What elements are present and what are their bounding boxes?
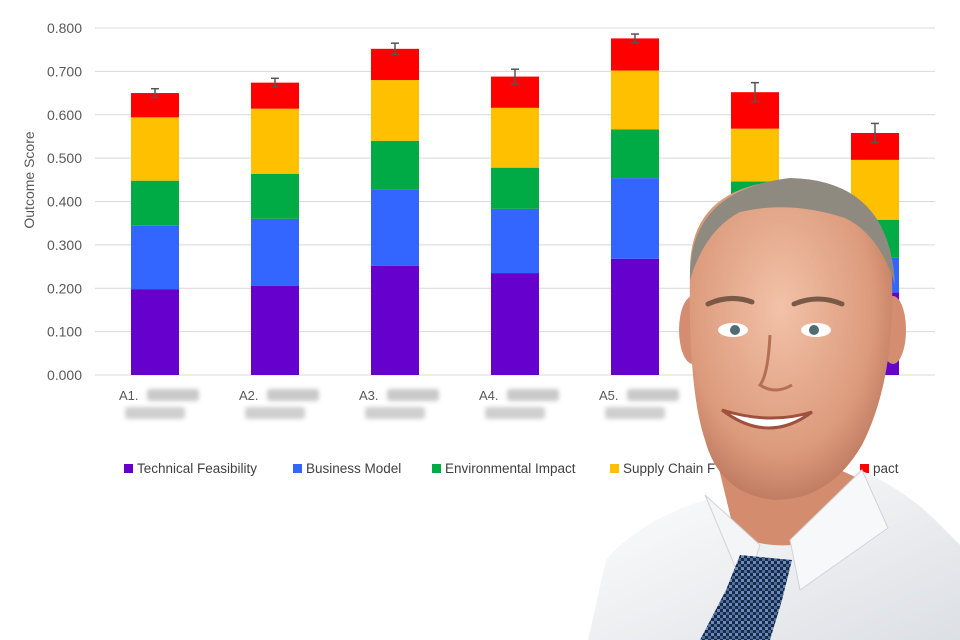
category-labels: A1. A2. A3. A4. A5. <box>119 388 679 419</box>
legend-label: pact <box>873 461 899 476</box>
smile <box>721 408 813 430</box>
y-tick-label: 0.500 <box>47 150 82 166</box>
bar-segment <box>371 189 419 266</box>
y-tick-label: 0.200 <box>47 280 82 296</box>
blurred-label-text <box>507 389 559 401</box>
legend-label: Technical Feasibility <box>137 461 257 476</box>
bar-segment <box>251 285 299 375</box>
y-tick-label: 0.400 <box>47 194 82 210</box>
bar-segment <box>491 107 539 168</box>
bar-segment <box>491 167 539 209</box>
y-axis-ticks: 0.000 0.100 0.200 0.300 0.400 0.500 0.600 0.700… <box>47 20 82 383</box>
bar-segment <box>731 128 779 182</box>
legend-swatch <box>293 464 302 473</box>
bar-segment <box>611 129 659 179</box>
bar-segment <box>131 289 179 375</box>
bar-segment <box>491 273 539 375</box>
bar-segment <box>371 140 419 190</box>
bar-segment <box>251 173 299 219</box>
blurred-label-text <box>125 407 185 419</box>
legend-swatch <box>124 464 133 473</box>
legend-swatch <box>860 464 869 473</box>
blurred-label-text <box>387 389 439 401</box>
bar-segment <box>371 80 419 141</box>
bar-segment <box>131 117 179 181</box>
bar-segment <box>131 180 179 226</box>
bar-segment <box>251 108 299 174</box>
bar-segment <box>611 38 659 71</box>
blurred-label-text <box>485 407 545 419</box>
legend-label: Supply Chain F <box>623 461 715 476</box>
legend-swatch <box>610 464 619 473</box>
y-tick-label: 0.700 <box>47 63 82 79</box>
bar-segment <box>371 265 419 375</box>
category-label: A2. <box>239 388 259 403</box>
y-tick-label: 0.100 <box>47 324 82 340</box>
y-tick-label: 0.600 <box>47 107 82 123</box>
bar-segment <box>251 218 299 286</box>
y-axis-label: Outcome Score <box>21 131 37 228</box>
bar-segment <box>491 208 539 274</box>
hair <box>689 178 895 285</box>
bar-segment <box>131 225 179 290</box>
category-label: A3. <box>359 388 379 403</box>
blurred-label-text <box>605 407 665 419</box>
collar <box>789 469 889 591</box>
y-tick-label: 0.300 <box>47 237 82 253</box>
legend: Technical Feasibility Business Model Envir… <box>124 461 899 476</box>
bar-segment <box>611 70 659 130</box>
category-label: A1. <box>119 388 139 403</box>
blurred-label-text <box>267 389 319 401</box>
bar-segment <box>611 258 659 375</box>
blurred-label-text <box>365 407 425 419</box>
category-label: A5. <box>599 388 619 403</box>
blurred-label-text <box>245 407 305 419</box>
bar-segment <box>611 178 659 259</box>
category-label: A4. <box>479 388 499 403</box>
error-bars <box>151 33 879 144</box>
legend-label: Business Model <box>306 461 401 476</box>
y-tick-label: 0.800 <box>47 20 82 36</box>
tie <box>700 555 792 640</box>
legend-label: Environmental Impact <box>445 461 576 476</box>
legend-swatch <box>432 464 441 473</box>
blurred-label-text <box>627 389 679 401</box>
y-tick-label: 0.000 <box>47 367 82 383</box>
blurred-label-text <box>147 389 199 401</box>
